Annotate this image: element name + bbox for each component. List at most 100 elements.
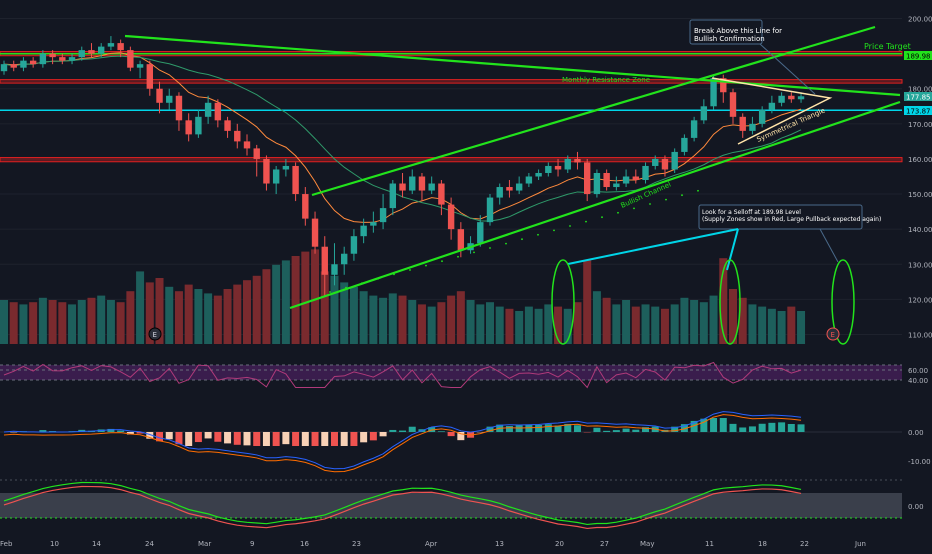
volume-bar [778,311,786,344]
earnings-marker-1[interactable]: E [149,328,161,340]
macd-hist [312,432,319,446]
projection-dot [441,260,443,262]
earnings-marker-2[interactable]: E [827,328,839,340]
volume-bar [515,311,523,344]
candle-body [49,54,55,58]
volume-bar [204,293,212,344]
macd-hist [506,426,513,432]
volume-bar [117,302,125,344]
time-tick-label: Jun [854,540,866,548]
candle-body [788,96,794,100]
macd-hist [360,432,367,442]
volume-bar [622,300,630,344]
supply-zone-2 [0,158,902,162]
macd-hist [545,424,552,432]
time-tick-label: 14 [92,540,101,548]
macd-hist [321,432,328,446]
candle-body [438,184,444,205]
candle-body [701,106,707,120]
candle-body [778,96,784,103]
candle-body [535,173,541,177]
macd-hist [788,424,795,432]
macd-hist [438,431,445,432]
candle-body [147,64,153,89]
candle-body [497,187,503,198]
volume-bar [87,298,95,344]
candle-body [555,166,561,170]
macd-hist [350,432,357,446]
candle-body [613,184,619,188]
time-tick-label: Mar [198,540,211,548]
annotation-line: (Supply Zones show in Red, Large Pullbac… [702,216,881,223]
volume-bar [369,296,377,344]
candle-body [419,177,425,191]
candle-body [1,64,7,71]
macd-hist [448,432,455,436]
macd-hist [739,427,746,432]
price-tick-label: 170.00 [908,121,932,129]
volume-bar [486,302,494,344]
volume-bar [253,276,261,344]
volume-bar [165,287,173,344]
earnings-marker-2-label: E [831,331,835,339]
volume-bar [214,296,222,344]
macd-hist [798,424,805,432]
candle-body [234,131,240,142]
volume-bar [360,291,368,344]
candle-body [662,159,668,170]
projection-dot [585,221,587,223]
macd-hist [292,432,299,446]
volume-bar [787,307,795,344]
volume-bar [505,309,513,344]
candle-body [88,50,94,54]
price-tag-support-text: 173.87 [906,108,931,116]
volume-bar [651,307,659,344]
monthly-resistance-label: Monthly Resistance Zone [562,76,650,84]
volume-bar [476,304,484,344]
macd-hist [730,424,737,432]
macd-hist [166,432,173,439]
volume-bar [467,300,475,344]
macd-hist [273,432,280,446]
projection-dot [377,278,379,280]
macd-hist [244,432,251,445]
candle-body [691,120,697,138]
price-tick-label: 140.00 [908,226,932,234]
volume-bar [457,291,465,344]
projection-dot [345,287,347,289]
candle-body [458,229,464,250]
candle-body [195,117,201,135]
candle-body [40,54,46,65]
candle-body [633,177,639,181]
candle-body [69,57,75,61]
volume-bar [544,304,552,344]
volume-bar [126,291,134,344]
candle-body [370,222,376,226]
volume-bar [10,302,18,344]
macd-hist [613,430,620,432]
candle-body [769,103,775,110]
candle-body [127,50,133,68]
candle-body [215,103,221,121]
candle-body [351,236,357,254]
volume-bar [389,293,397,344]
macd-hist [535,425,542,432]
time-tick-label: 9 [250,540,254,548]
projection-dot [329,291,331,293]
projection-dot [489,247,491,249]
macd-hist [195,432,202,442]
time-tick-label: 18 [758,540,767,548]
candle-body [20,61,26,68]
projection-dot [505,243,507,245]
macd-hist [302,432,309,446]
volume-bar [593,291,601,344]
volume-bar [671,304,679,344]
price-tag-target-text: 189.98 [906,53,931,61]
projection-dot [649,203,651,205]
volume-bar [583,260,591,344]
price-tick-label: 150.00 [908,191,932,199]
macd-hist [253,432,260,446]
candle-body [108,43,114,47]
